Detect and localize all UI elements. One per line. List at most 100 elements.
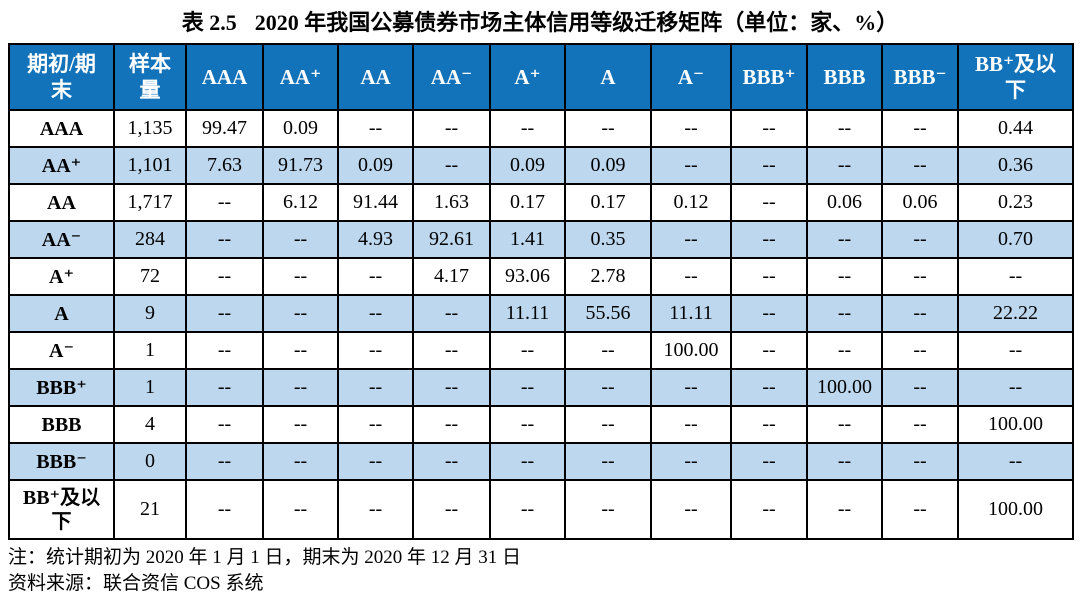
data-cell: -- [262,479,339,540]
sample-count: 1,135 [113,109,187,148]
data-cell: 91.44 [337,183,414,222]
data-cell: -- [881,109,959,148]
column-header: A [564,43,652,111]
data-cell: 0.06 [881,183,959,222]
data-cell: -- [262,442,339,481]
data-cell: -- [337,405,414,444]
data-cell: -- [806,331,883,370]
column-header: AA⁻ [412,43,491,111]
data-cell: -- [262,368,339,407]
sample-count: 72 [113,257,187,296]
data-cell: -- [957,257,1074,296]
data-cell: -- [730,442,808,481]
data-cell: -- [337,294,414,333]
data-cell: -- [412,331,491,370]
note-line: 注：统计期初为 2020 年 1 月 1 日，期末为 2020 年 12 月 3… [8,547,522,568]
data-cell: 1.63 [412,183,491,222]
column-header: A⁻ [650,43,732,111]
table-row: BB⁺及以 下 21 -- -- -- -- -- -- -- -- -- -- 100.00 [8,479,1074,540]
data-cell: 0.09 [262,109,339,148]
data-cell: -- [489,442,566,481]
data-cell: -- [489,405,566,444]
data-cell: -- [185,220,264,259]
row-label: AAA [8,109,115,148]
data-cell: -- [806,294,883,333]
data-cell: -- [564,109,652,148]
sample-count: 4 [113,405,187,444]
data-cell: -- [185,442,264,481]
page-title: 表 2.5 2020 年我国公募债券市场主体信用等级迁移矩阵（单位：家、%） [0,0,1080,37]
data-cell: -- [881,257,959,296]
column-header: A⁺ [489,43,566,111]
data-cell: -- [957,442,1074,481]
table-body: AAA 1,135 99.47 0.09 -- -- -- -- -- -- -- -- 0.44 AA⁺… [8,109,1074,540]
data-cell: 0.12 [650,183,732,222]
table-number: 表 2.5 [181,10,237,35]
data-cell: -- [185,294,264,333]
data-cell: 0.17 [489,183,566,222]
data-cell: -- [337,109,414,148]
data-cell: -- [806,479,883,540]
data-cell: -- [730,294,808,333]
data-cell: -- [650,220,732,259]
row-label: A⁺ [8,257,115,296]
data-cell: -- [730,479,808,540]
data-cell: 100.00 [957,479,1074,540]
sample-count: 284 [113,220,187,259]
data-cell: -- [412,479,491,540]
row-label: BB⁺及以 下 [8,479,115,540]
header-row: 期初/期 末 样本 量 AAA AA⁺ AA AA⁻ A⁺ A A⁻ BBB⁺ BBB BBB⁻ B… [8,43,1074,111]
data-cell: -- [564,368,652,407]
data-cell: 7.63 [185,146,264,185]
data-cell: -- [650,257,732,296]
data-cell: 6.12 [262,183,339,222]
data-cell: -- [564,479,652,540]
data-cell: -- [262,331,339,370]
data-cell: -- [650,368,732,407]
table-row: AA⁻ 284 -- -- 4.93 92.61 1.41 0.35 -- -- -- -- 0.70 [8,220,1074,259]
data-cell: -- [730,146,808,185]
data-cell: -- [650,146,732,185]
data-cell: -- [957,368,1074,407]
row-label: BBB⁻ [8,442,115,481]
column-header: BBB⁺ [730,43,808,111]
data-cell: -- [412,368,491,407]
data-cell: -- [564,331,652,370]
column-header: BB⁺及以 下 [957,43,1074,111]
data-cell: 0.36 [957,146,1074,185]
sample-size-header: 样本 量 [113,43,187,111]
data-cell: -- [650,479,732,540]
data-cell: -- [337,442,414,481]
data-cell: -- [881,405,959,444]
data-cell: -- [881,442,959,481]
data-cell: 22.22 [957,294,1074,333]
data-cell: 0.09 [489,146,566,185]
sample-count: 1,101 [113,146,187,185]
data-cell: -- [730,331,808,370]
data-cell: -- [650,405,732,444]
column-header: AA [337,43,414,111]
row-label: BBB [8,405,115,444]
data-cell: -- [185,257,264,296]
table-row: A⁻ 1 -- -- -- -- -- -- 100.00 -- -- -- -- [8,331,1074,370]
data-cell: 0.17 [564,183,652,222]
data-cell: -- [881,294,959,333]
row-label: A⁻ [8,331,115,370]
data-cell: -- [881,368,959,407]
data-cell: 0.23 [957,183,1074,222]
data-cell: -- [262,294,339,333]
data-cell: -- [489,479,566,540]
sample-count: 9 [113,294,187,333]
data-cell: 100.00 [806,368,883,407]
data-cell: -- [412,405,491,444]
data-cell: -- [650,442,732,481]
data-cell: 99.47 [185,109,264,148]
row-label: AA⁻ [8,220,115,259]
data-cell: -- [489,368,566,407]
column-header: BBB [806,43,883,111]
data-cell: 11.11 [650,294,732,333]
source-line: 资料来源：联合资信 COS 系统 [8,573,264,595]
data-cell: -- [730,257,808,296]
data-cell: 1.41 [489,220,566,259]
data-cell: -- [185,479,264,540]
